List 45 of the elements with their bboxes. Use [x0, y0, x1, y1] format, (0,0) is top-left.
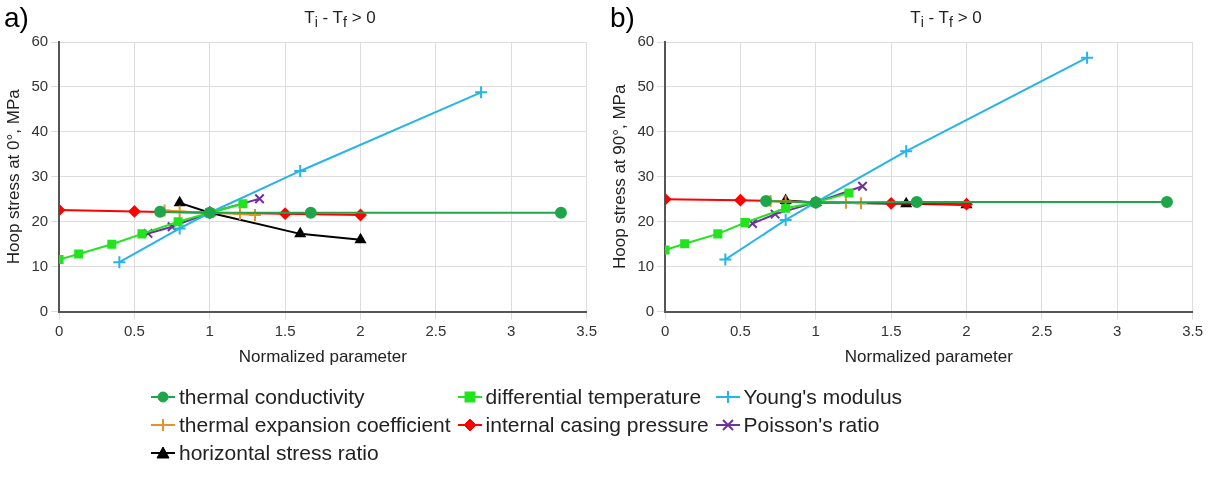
- x-tick-label: 3: [1113, 321, 1122, 339]
- y-tick-label: 30: [637, 166, 655, 184]
- legend-label: thermal conductivity: [179, 385, 365, 409]
- x-tick-label: 2: [962, 321, 971, 339]
- y-tick-label: 10: [637, 256, 655, 274]
- y-axis-title: Hoop stress at 0°, MPa: [3, 88, 23, 265]
- x-axis-title: Normalized parameter: [844, 347, 1014, 367]
- legend-label: differential temperature: [485, 385, 702, 409]
- x-axis-title: Normalized parameter: [238, 347, 408, 367]
- y-tick-label: 40: [637, 122, 655, 140]
- x-tick-label: 0.5: [730, 321, 751, 339]
- y-tick-label: 0: [39, 301, 49, 319]
- text: a): [4, 2, 29, 34]
- x-tick-label: 3.5: [576, 321, 597, 339]
- y-axis-title: Hoop stress at 90°, MPa: [609, 84, 629, 270]
- x-tick-label: 2.5: [425, 321, 447, 339]
- legend-label: Poisson's ratio: [743, 413, 880, 437]
- y-tick-label: 60: [31, 32, 49, 50]
- legend-label: Young's modulus: [743, 385, 903, 409]
- text: b): [610, 2, 635, 34]
- x-tick-label: 3.5: [1182, 321, 1203, 339]
- y-tick-label: 40: [31, 122, 49, 140]
- x-tick-label: 1.5: [880, 321, 902, 339]
- y-tick-label: 0: [645, 301, 655, 319]
- y-tick-label: 10: [31, 256, 49, 274]
- x-tick-label: 0: [54, 321, 64, 339]
- y-tick-label: 30: [31, 166, 49, 184]
- chart-title: T$_{i}$ - T$_{f}$ > 0: [303, 8, 377, 31]
- x-tick-label: 0.5: [124, 321, 145, 339]
- y-tick-label: 60: [637, 32, 655, 50]
- x-tick-label: 1: [205, 321, 214, 339]
- chart-title: T$_{i}$ - T$_{f}$ > 0: [909, 8, 983, 31]
- x-tick-label: 2: [356, 321, 365, 339]
- x-tick-label: 0: [660, 321, 670, 339]
- y-tick-label: 50: [637, 77, 655, 95]
- x-tick-label: 1.5: [274, 321, 296, 339]
- x-tick-label: 1: [811, 321, 820, 339]
- y-tick-label: 20: [637, 211, 655, 229]
- legend-label: thermal expansion coefficient: [179, 413, 451, 437]
- y-tick-label: 50: [31, 77, 49, 95]
- x-tick-label: 2.5: [1031, 321, 1053, 339]
- y-tick-label: 20: [31, 211, 49, 229]
- x-tick-label: 3: [507, 321, 516, 339]
- legend-label: horizontal stress ratio: [179, 441, 379, 465]
- legend-label: internal casing pressure: [485, 413, 709, 437]
